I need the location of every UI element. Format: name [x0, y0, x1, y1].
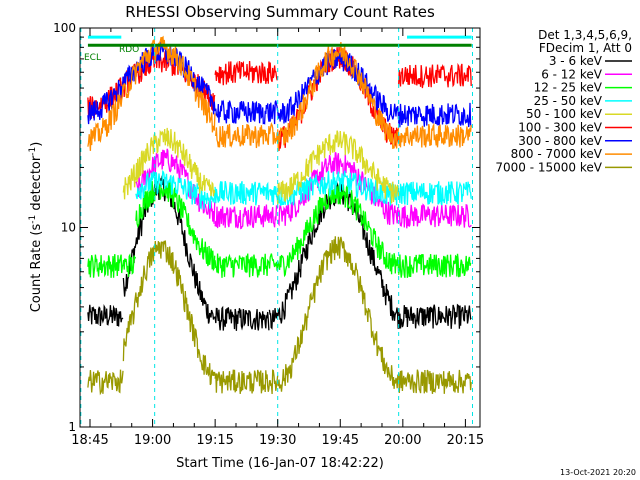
legend-header-line2: FDecim 1, Att 0 [539, 41, 632, 55]
x-tick-label-2: 19:00 [134, 433, 171, 448]
legend-label-1: 3 - 6 keV [549, 54, 603, 68]
series-9-segment-5 [398, 369, 472, 394]
legend-label-8: 800 - 7000 keV [511, 147, 603, 161]
y-axis: 1 10 100 [53, 21, 480, 434]
series-8-segment-2 [214, 122, 279, 149]
x-tick-label-5: 19:45 [322, 433, 359, 448]
series-7-segment-4 [398, 102, 472, 128]
series-2-segment-4 [398, 203, 472, 229]
series-4-segment-4 [398, 181, 472, 206]
series-6-segment-4 [398, 62, 472, 89]
series-7-segment-2 [214, 99, 279, 125]
series-8-segment-3 [277, 41, 400, 152]
series-3-segment-1 [87, 253, 137, 278]
y-axis-label-sup2: -1 [28, 147, 38, 156]
plot-flag-group [87, 35, 472, 47]
legend-header-line1: Det 1,3,4,5,6,9, [538, 28, 632, 42]
flag-label-rdo: RDO [119, 45, 139, 55]
series-9-segment-2 [122, 240, 216, 386]
series-9-segment-4 [277, 236, 400, 392]
y-axis-label-end: ) [29, 142, 44, 147]
series-4-segment-1 [135, 170, 216, 210]
y-tick-label-1: 1 [68, 420, 76, 434]
x-tick-label-3: 19:15 [196, 433, 233, 448]
series-1-segment-1 [87, 304, 124, 327]
x-tick-label-4: 19:30 [259, 433, 296, 448]
legend-label-4: 25 - 50 keV [534, 94, 603, 108]
series-3-segment-4 [277, 183, 400, 278]
x-tick-label-6: 20:00 [384, 433, 421, 448]
series-1-segment-3 [214, 305, 270, 331]
legend-label-9: 7000 - 15000 keV [495, 160, 602, 174]
series-9-segment-3 [214, 369, 279, 395]
plot-marker-group [80, 28, 473, 427]
y-tick-label-2: 10 [61, 221, 76, 235]
series-2-segment-3 [277, 151, 400, 227]
series-6-segment-2 [214, 60, 279, 86]
chart-title: RHESSI Observing Summary Count Rates [125, 3, 435, 21]
y-axis-label: Count Rate (s-1 detector-1) [28, 142, 44, 313]
series-3-segment-2 [135, 176, 216, 272]
x-axis-label: Start Time (16-Jan-07 18:42:22) [176, 456, 384, 471]
y-axis-label-main: Count Rate (s [29, 224, 44, 313]
series-9-segment-1 [87, 369, 124, 396]
x-tick-label-1: 18:45 [71, 433, 108, 448]
series-1-segment-4 [268, 182, 399, 330]
series-8-segment-4 [398, 122, 472, 148]
legend-label-2: 6 - 12 keV [541, 67, 603, 81]
legend-label-7: 300 - 800 keV [518, 134, 602, 148]
y-axis-label-mid: detector [29, 155, 44, 215]
plot-series-group [87, 35, 472, 396]
flag-label-ecl: ECL [84, 53, 101, 63]
y-axis-label-sup1: -1 [28, 215, 38, 224]
y-tick-label-3: 100 [53, 21, 76, 35]
series-5-segment-1 [122, 127, 216, 200]
legend-label-6: 100 - 300 keV [518, 121, 602, 135]
series-2-segment-2 [214, 204, 279, 230]
x-tick-label-7: 20:15 [447, 433, 484, 448]
series-1-segment-5 [398, 303, 472, 329]
series-3-segment-3 [214, 253, 279, 278]
series-5-segment-2 [277, 130, 400, 205]
series-4-segment-2 [214, 180, 279, 206]
timestamp: 13-Oct-2021 20:20 [560, 468, 636, 477]
legend-label-5: 50 - 100 keV [526, 107, 603, 121]
series-3-segment-5 [398, 253, 472, 278]
legend-label-3: 12 - 25 keV [534, 81, 603, 95]
x-axis: 18:45 19:00 19:15 19:30 19:45 20:00 20:15 [71, 28, 484, 448]
